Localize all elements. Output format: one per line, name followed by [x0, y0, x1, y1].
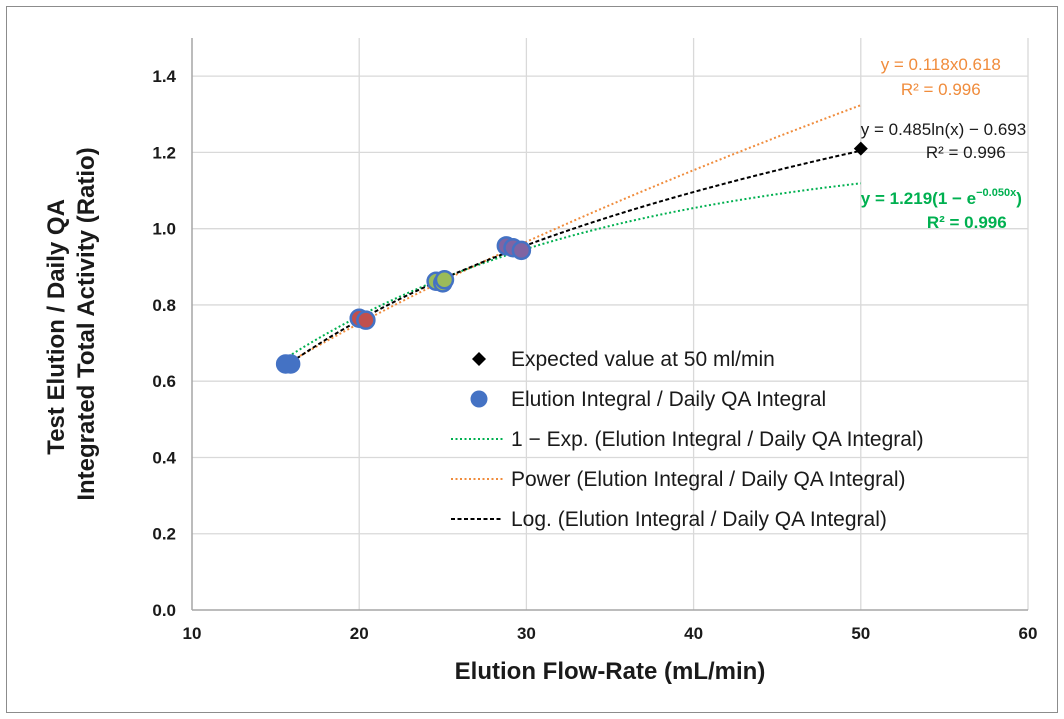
y-axis-title-line-1: Test Elution / Daily QA: [43, 199, 70, 454]
legend-item: 1 − Exp. (Elution Integral / Daily QA In…: [451, 428, 924, 451]
y-axis-title-line-2: Integrated Total Activity (Ratio): [73, 147, 100, 500]
log-equation: y = 0.485ln(x) − 0.693: [861, 120, 1026, 139]
power-equation: y = 0.118x0.618: [881, 55, 1001, 74]
power-r-squared: R² = 0.996: [901, 80, 981, 99]
y-tick-label: 1.4: [152, 67, 176, 86]
y-tick-label: 0.6: [152, 372, 176, 391]
y-tick-label: 1.0: [152, 220, 176, 239]
exp-equation: y = 1.219(1 − e−0.050x): [861, 187, 1022, 208]
power-trendline: [280, 104, 862, 369]
legend-circle-icon: [470, 390, 488, 408]
data-point: [356, 310, 376, 330]
y-axis-title: Test Elution / Daily QA Integrated Total…: [43, 147, 100, 500]
legend-item: Expected value at 50 ml/min: [472, 348, 775, 371]
legend-label: Power (Elution Integral / Daily QA Integ…: [511, 468, 906, 491]
scatter-chart: 10 20 30 40 50 60 0.0 0.2 0.4 0.6 0.8 1.0 1.2 1.4 y …: [43, 38, 1038, 685]
gridlines: [192, 38, 1029, 610]
y-tick-labels: 0.0 0.2 0.4 0.6 0.8 1.0 1.2 1.4: [152, 67, 176, 620]
legend-diamond-icon: [472, 352, 486, 366]
x-tick-label: 20: [350, 624, 369, 643]
x-axis-title: Elution Flow-Rate (mL/min): [455, 658, 766, 685]
trendlines: [280, 104, 862, 371]
legend-item: Elution Integral / Daily QA Integral: [470, 388, 826, 411]
data-point: [280, 354, 301, 374]
expected-value-marker: [853, 141, 868, 156]
legend-label: 1 − Exp. (Elution Integral / Daily QA In…: [511, 428, 924, 451]
log-r-squared: R² = 0.996: [926, 143, 1006, 162]
y-tick-label: 1.2: [152, 143, 176, 162]
legend: Expected value at 50 ml/min Elution Integ…: [451, 348, 924, 531]
x-tick-labels: 10 20 30 40 50 60: [183, 624, 1038, 643]
y-tick-label: 0.2: [152, 525, 176, 544]
x-tick-label: 50: [851, 624, 870, 643]
y-tick-label: 0.0: [152, 601, 176, 620]
legend-item: Log. (Elution Integral / Daily QA Integr…: [451, 508, 887, 531]
x-tick-label: 30: [517, 624, 536, 643]
data-point: [511, 240, 532, 261]
chart-frame: 10 20 30 40 50 60 0.0 0.2 0.4 0.6 0.8 1.0 1.2 1.4 y …: [6, 6, 1058, 713]
exp-equation-suffix: ): [1016, 189, 1022, 208]
data-point: [434, 270, 455, 290]
trendline-annotations: y = 0.118x0.618 R² = 0.996 y = 0.485ln(x) …: [861, 55, 1026, 232]
data-points: [275, 141, 868, 374]
x-tick-label: 60: [1019, 624, 1038, 643]
legend-item: Power (Elution Integral / Daily QA Integ…: [451, 468, 906, 491]
legend-label: Elution Integral / Daily QA Integral: [511, 388, 826, 411]
legend-label: Expected value at 50 ml/min: [511, 348, 775, 371]
exp-r-squared: R² = 0.996: [927, 213, 1007, 232]
exp-trendline: [280, 182, 861, 363]
exp-equation-exponent: −0.050x: [976, 187, 1017, 199]
axes: [191, 38, 1028, 611]
y-tick-label: 0.8: [152, 296, 176, 315]
legend-label: Log. (Elution Integral / Daily QA Integr…: [511, 508, 887, 531]
x-tick-label: 10: [183, 624, 202, 643]
exp-equation-base: y = 1.219(1 − e: [861, 189, 976, 208]
y-tick-label: 0.4: [152, 448, 176, 467]
log-trendline: [280, 149, 862, 371]
x-tick-label: 40: [684, 624, 703, 643]
